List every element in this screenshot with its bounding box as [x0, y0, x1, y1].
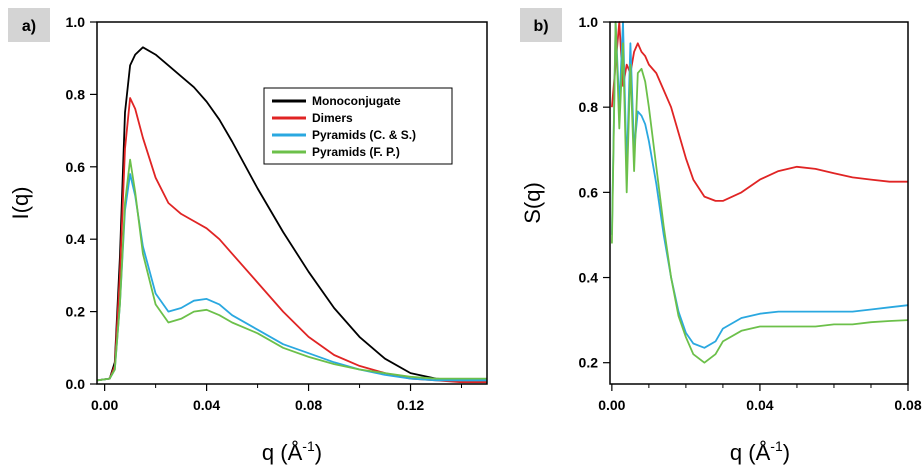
panel-a: a) 0.00 0.04 0.08 0.12 0.0 0.2 0.4 0.6 0.8 1.0 I(…: [8, 8, 488, 465]
panel-a-ytick-label: 0.0: [66, 376, 86, 392]
panel-a-plot-area: 0.00 0.04 0.08 0.12 0.0 0.2 0.4 0.6 0.8 1.0: [66, 14, 487, 413]
panel-b-tag: [520, 8, 562, 42]
panel-a-xlabel: q (Å-1): [262, 438, 322, 465]
panel-b-ylabel: S(q): [520, 182, 545, 224]
panel-a-xtick-label: 0.04: [193, 397, 220, 413]
panel-b-ytick-label: 1.0: [579, 14, 599, 30]
panel-b-label: b): [533, 18, 548, 35]
panel-b-series-pyramids-f-p: [611, 21, 909, 364]
legend-label-pyramids-cs: Pyramids (C. & S.): [312, 128, 416, 142]
panel-a-series-pyramids-f-p: [96, 158, 487, 382]
legend: Monoconjugate Dimers Pyramids (C. & S.) …: [263, 87, 453, 165]
panel-a-ytick-label: 1.0: [66, 14, 86, 30]
panel-a-ytick-label: 0.2: [66, 304, 86, 320]
panel-a-ytick-label: 0.8: [66, 86, 86, 102]
panel-b-ytick-label: 0.8: [579, 99, 599, 115]
panel-a-label: a): [22, 18, 36, 35]
panel-b-xtick-label: 0.04: [746, 397, 773, 413]
panel-b-frame: [609, 21, 909, 385]
panel-b-plot-area: 0.00 0.04 0.08 0.2 0.4 0.6 0.8 1.0: [579, 14, 922, 413]
panel-b: b) 0.00 0.04 0.08 0.2 0.4 0.6 0.8 1.0 S(q) q (Å…: [520, 8, 922, 465]
legend-label-pyramids-fp: Pyramids (F. P.): [312, 145, 400, 159]
panel-a-tag: [8, 8, 50, 42]
panel-a-xtick-label: 0.08: [295, 397, 322, 413]
panel-b-ytick-label: 0.6: [579, 184, 599, 200]
panel-b-ytick-label: 0.4: [579, 270, 599, 286]
panel-b-xlabel: q (Å-1): [730, 438, 790, 465]
panel-a-xtick-label: 0.00: [91, 397, 118, 413]
panel-b-ytick-label: 0.2: [579, 355, 599, 371]
legend-label-dimers: Dimers: [312, 111, 353, 125]
panel-a-series-monoconjugate: [96, 46, 487, 382]
panel-a-frame: [96, 21, 488, 385]
panel-b-xtick-label: 0.00: [598, 397, 625, 413]
panel-a-ylabel: I(q): [8, 187, 33, 220]
panel-b-series-pyramids-c-s: [611, 21, 909, 349]
panel-a-ytick-label: 0.6: [66, 159, 86, 175]
panel-a-series-pyramids-c-s: [96, 173, 487, 382]
panel-a-ytick-label: 0.4: [66, 231, 86, 247]
legend-label-monoconjugate: Monoconjugate: [312, 94, 401, 108]
panel-b-xtick-label: 0.08: [894, 397, 921, 413]
panel-a-xtick-label: 0.12: [397, 397, 424, 413]
